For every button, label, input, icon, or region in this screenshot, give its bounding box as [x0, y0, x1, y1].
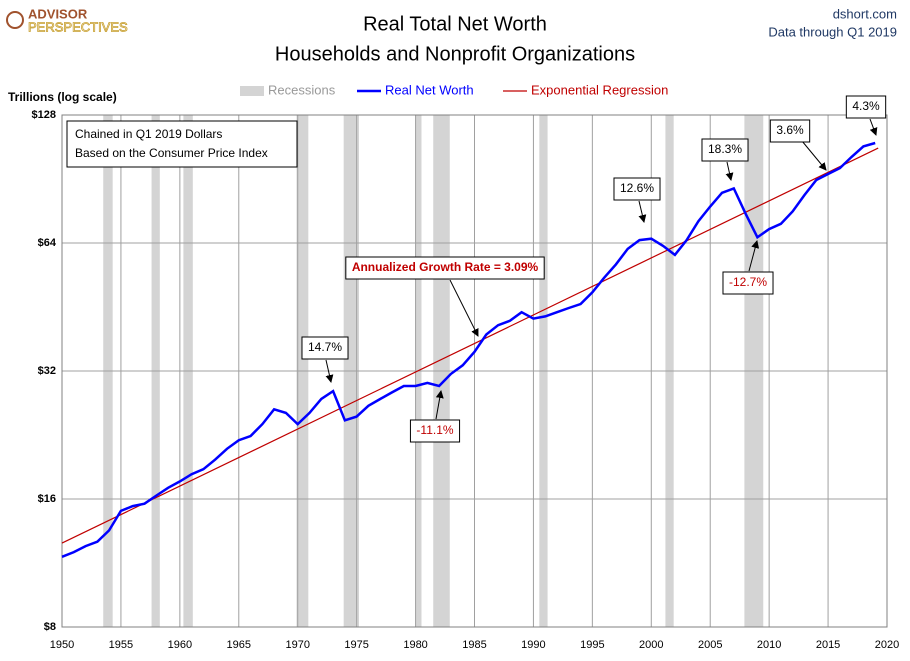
legend-label: Real Net Worth — [385, 82, 474, 97]
note-line: Chained in Q1 2019 Dollars — [75, 127, 222, 141]
annotation-text: 14.7% — [308, 340, 342, 354]
legend-label: Exponential Regression — [531, 82, 668, 97]
note-frame — [66, 120, 298, 168]
annotation-text: 3.6% — [776, 123, 804, 137]
source: dshort.com — [833, 6, 897, 21]
annotation: 14.7% — [301, 336, 349, 383]
annotation-arrow — [638, 200, 647, 223]
annotation-box — [722, 271, 774, 295]
annotation: 3.6% — [769, 119, 827, 171]
annotation-text: -11.1% — [416, 423, 453, 437]
annotation-box — [769, 119, 811, 143]
annotation: 4.3% — [845, 95, 887, 136]
y-tick-label: $32 — [38, 365, 56, 377]
annotation: -11.1% — [409, 390, 461, 443]
annotation-text: 4.3% — [852, 99, 880, 113]
note-line: Based on the Consumer Price Index — [75, 146, 268, 160]
annotation-text: 12.6% — [620, 181, 654, 195]
y-tick-label: $8 — [44, 621, 56, 633]
annotation-arrow — [325, 359, 334, 383]
x-tick-label: 2000 — [639, 639, 663, 651]
annotation-arrow — [748, 240, 760, 272]
x-tick-label: 1970 — [285, 639, 309, 651]
annotation: -12.7% — [722, 240, 774, 295]
logo-bottom: PERSPECTIVES — [28, 19, 128, 34]
x-tick-label: 1960 — [168, 639, 192, 651]
annotation-box — [613, 177, 661, 201]
plot-border — [61, 114, 888, 628]
annotation-arrow — [435, 390, 444, 420]
note-box: Chained in Q1 2019 Dollars Based on the C… — [66, 120, 298, 168]
legend-label: Recessions — [268, 82, 336, 97]
logo-top: ADVISOR — [28, 6, 88, 21]
annotation-box — [345, 256, 545, 280]
annotation-box — [409, 419, 461, 443]
logo-icon — [6, 11, 24, 29]
chart-subtitle: Households and Nonprofit Organizations — [275, 43, 635, 65]
y-axis-label: Trillions (log scale) — [8, 90, 117, 104]
annotation: 18.3% — [701, 138, 749, 181]
y-tick-label: $16 — [38, 493, 56, 505]
annotation-text: -12.7% — [729, 275, 767, 289]
annotation-box — [301, 336, 349, 360]
x-tick-label: 1965 — [227, 639, 251, 651]
x-tick-label: 1995 — [580, 639, 604, 651]
annotation-arrow — [449, 279, 479, 337]
annotation-arrow — [869, 118, 878, 136]
annotation-text: 18.3% — [708, 142, 742, 156]
annotation-arrow — [725, 161, 734, 181]
x-tick-label: 2015 — [816, 639, 840, 651]
annotation-text: Annualized Growth Rate = 3.09% — [352, 260, 539, 274]
y-tick-label: $128 — [32, 109, 56, 121]
annotation-arrow — [801, 140, 827, 171]
legend-swatch — [240, 86, 264, 96]
series-line — [61, 147, 879, 544]
y-tick-label: $64 — [38, 237, 57, 249]
x-tick-label: 1990 — [521, 639, 545, 651]
annotation-box — [701, 138, 749, 162]
x-tick-label: 1950 — [50, 639, 74, 651]
series-line — [61, 141, 876, 558]
x-tick-label: 1980 — [403, 639, 427, 651]
x-tick-label: 1985 — [462, 639, 486, 651]
x-tick-label: 2010 — [757, 639, 781, 651]
x-tick-label: 1975 — [344, 639, 368, 651]
chart-title: Real Total Net Worth — [363, 13, 547, 35]
x-tick-label: 2020 — [875, 639, 899, 651]
x-tick-label: 1955 — [109, 639, 133, 651]
x-tick-label: 2005 — [698, 639, 722, 651]
data-note: Data through Q1 2019 — [768, 24, 897, 39]
annotation: Annualized Growth Rate = 3.09% — [345, 256, 545, 337]
annotation: 12.6% — [613, 177, 661, 223]
annotation-box — [845, 95, 887, 119]
